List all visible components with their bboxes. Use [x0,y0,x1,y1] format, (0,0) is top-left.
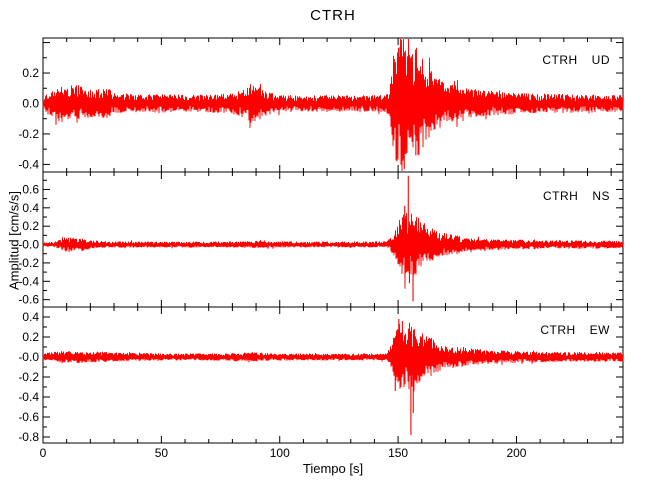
component-name: EW [589,323,610,337]
panel-EW: 0 50 100 150 200 0.4 0.2 -0.0 -0.2 -0.4 -0.6 -0.8 [18,306,624,460]
y-tick-label: -0.6 [18,410,39,424]
y-axis-label: Amplitud [cm/s/s] [6,191,22,290]
y-tick-label: -0.2 [18,127,39,141]
y-tick-label: 0.2 [22,66,39,80]
x-tick-label: 200 [506,446,526,460]
y-tick-label: 0.4 [22,310,39,324]
station-name: CTRH [542,53,578,67]
x-tick-label: 150 [388,446,408,460]
y-tick-label: -0.2 [18,256,39,270]
x-tick-label: 100 [270,446,290,460]
y-tick-label: -0.4 [18,157,39,171]
component-name: UD [591,53,610,67]
x-axis-label: Tiempo [s] [302,461,364,476]
y-tick-label: -0.6 [18,293,39,307]
x-tick-label: 0 [40,446,47,460]
panel-NS: 0.6 0.4 0.2 -0.0 -0.2 -0.4 -0.6 [18,171,624,308]
y-tick-label: -0.4 [18,390,39,404]
y-tick-label: -0.0 [18,350,39,364]
component-name: NS [592,189,610,203]
trace-EW [42,322,624,392]
y-tick-label: 0.4 [22,201,39,215]
y-tick-label: -0.4 [18,274,39,288]
y-tick-label: -0.2 [18,370,39,384]
trace-NS [42,213,624,289]
y-tick-label: 0.6 [22,182,39,196]
y-tick-label: 0.2 [22,330,39,344]
panel-label-ns: CTRH NS [470,189,610,203]
panel-label-ud: CTRH UD [470,53,610,67]
panel-label-ew: CTRH EW [470,323,610,337]
y-tick-label: 0.0 [22,96,39,110]
trace-UD [42,38,624,172]
station-name: CTRH [543,189,579,203]
y-tick-label: 0.2 [22,219,39,233]
y-tick-label: -0.0 [18,238,39,252]
station-name: CTRH [540,323,576,337]
y-tick-label: -0.8 [18,430,39,444]
chart-title: CTRH [310,7,356,24]
x-tick-label: 50 [155,446,169,460]
panel-frame [42,306,624,444]
